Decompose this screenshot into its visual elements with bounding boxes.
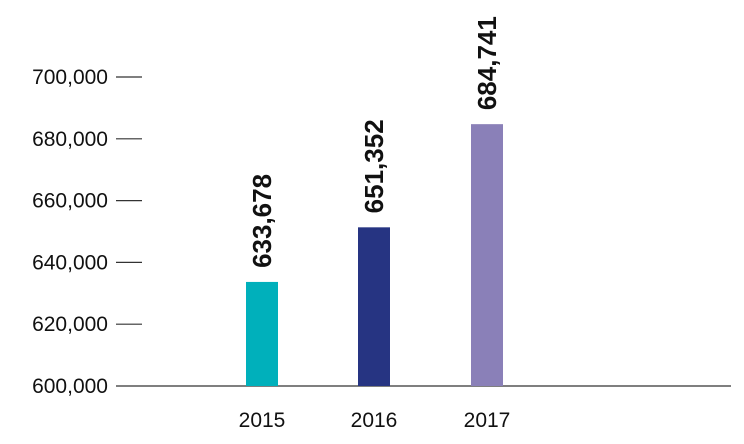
y-tick-label: 600,000 bbox=[32, 375, 108, 398]
x-tick-label: 2016 bbox=[351, 409, 398, 432]
data-label-2016: 651,352 bbox=[359, 119, 389, 213]
bar-2017 bbox=[471, 124, 503, 387]
data-label-2017: 684,741 bbox=[472, 16, 502, 110]
y-axis: 600,000 620,000 640,000 660,000 680,000 700,0… bbox=[32, 66, 142, 398]
data-labels: 633,678 651,352 684,741 bbox=[247, 16, 502, 268]
y-tick-label: 640,000 bbox=[32, 251, 108, 274]
y-tick-label: 620,000 bbox=[32, 313, 108, 336]
y-tick-label: 680,000 bbox=[32, 128, 108, 151]
y-tick-label: 700,000 bbox=[32, 66, 108, 89]
x-tick-label: 2015 bbox=[239, 409, 286, 432]
y-tick-label: 660,000 bbox=[32, 190, 108, 213]
bar-2015 bbox=[246, 281, 278, 386]
x-tick-label: 2017 bbox=[464, 409, 511, 432]
data-label-2015: 633,678 bbox=[247, 174, 277, 268]
x-axis: 2015 2016 2017 bbox=[239, 409, 511, 432]
bar-2016 bbox=[358, 227, 390, 386]
bars bbox=[246, 124, 503, 387]
